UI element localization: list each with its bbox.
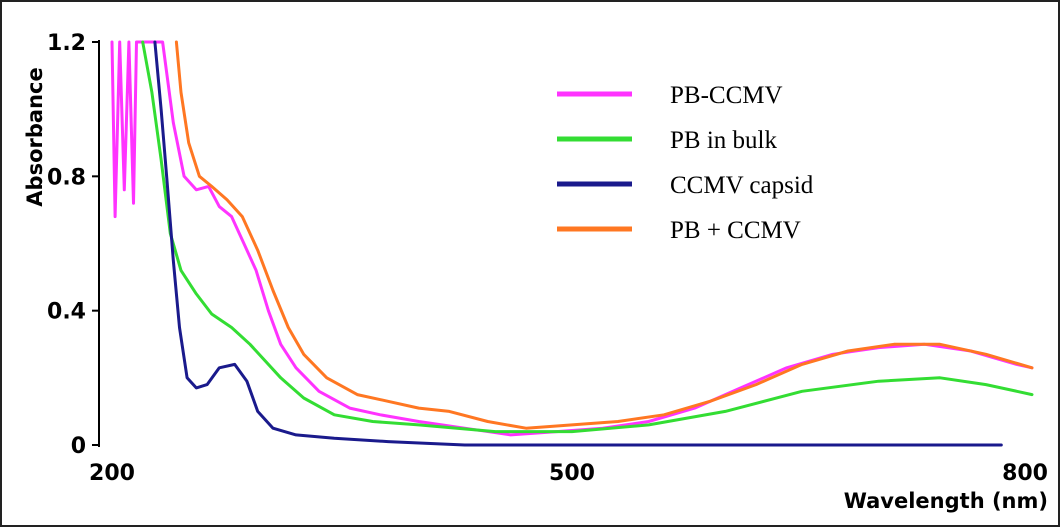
y-tick-label: 0.8 bbox=[47, 165, 86, 190]
x-tick-label: 200 bbox=[89, 461, 135, 486]
legend-label-pb-ccmv: PB-CCMV bbox=[670, 82, 783, 109]
series-layer bbox=[110, 40, 1034, 447]
legend-label-pb-ccmv: PB + CCMV bbox=[670, 217, 801, 244]
series-line-ccmv-capsid bbox=[153, 40, 1003, 447]
y-tick-label: 0 bbox=[71, 434, 86, 459]
series-line-pb-ccmv bbox=[174, 40, 1034, 430]
x-tick-label: 800 bbox=[1002, 461, 1048, 486]
y-tick-label: 1.2 bbox=[47, 31, 86, 56]
x-tick-label: 500 bbox=[549, 461, 595, 486]
legend-label-ccmv-capsid: CCMV capsid bbox=[670, 172, 814, 199]
x-axis-title: Wavelength (nm) bbox=[844, 489, 1048, 513]
series-line-pb-ccmv bbox=[110, 40, 1034, 437]
y-tick-label: 0.4 bbox=[47, 300, 86, 325]
legend: PB-CCMV PB in bulk CCMV capsid PB + CCMV bbox=[557, 82, 814, 244]
series-line-pb-in-bulk bbox=[141, 40, 1034, 434]
legend-label-pb-in-bulk: PB in bulk bbox=[670, 127, 777, 154]
y-axis-title: Absorbance bbox=[23, 67, 47, 206]
